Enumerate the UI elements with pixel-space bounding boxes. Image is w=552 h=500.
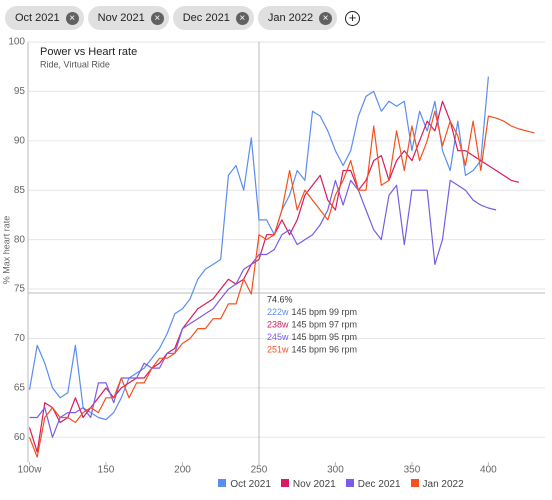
series-line	[29, 179, 497, 438]
tooltip-row: 245w 145 bpm 95 rpm	[267, 332, 357, 342]
legend-label: Jan 2022	[422, 479, 464, 490]
chip-remove[interactable]: ×	[150, 11, 164, 25]
y-tick-label: 95	[14, 86, 26, 97]
legend-swatch	[280, 479, 289, 487]
x-tick-label: 100w	[18, 465, 43, 476]
tooltip-row: 238w 145 bpm 97 rpm	[267, 320, 357, 330]
y-tick-label: 75	[14, 284, 26, 295]
tooltip-power: 238w	[267, 320, 289, 330]
x-tick-label: 350	[404, 465, 421, 476]
legend-label: Nov 2021	[292, 479, 336, 490]
legend-item[interactable]: Nov 2021	[280, 479, 336, 490]
chip-remove[interactable]: ×	[235, 11, 249, 25]
y-tick-label: 65	[14, 383, 26, 394]
y-axis-label: % Max heart rate	[1, 216, 11, 285]
y-tick-label: 80	[14, 234, 26, 245]
series-line	[28, 76, 489, 421]
y-tick-label: 60	[14, 432, 26, 443]
chip-label: Oct 2021	[15, 12, 60, 24]
tooltip-row: 251w 145 bpm 96 rpm	[267, 345, 357, 355]
chip-remove[interactable]: ×	[319, 11, 333, 25]
tooltip-power: 222w	[267, 307, 289, 317]
chip-label: Dec 2021	[182, 12, 230, 24]
series-line	[28, 100, 520, 453]
filter-chip[interactable]: Jan 2022 ×	[257, 6, 338, 30]
y-tick-label: 70	[14, 333, 26, 344]
y-tick-label: 90	[14, 135, 26, 146]
legend-label: Oct 2021	[230, 479, 271, 490]
legend: Oct 2021 Nov 2021 Dec 2021 Jan 2022	[0, 479, 552, 490]
x-tick-label: 300	[327, 465, 344, 476]
filter-chip[interactable]: Dec 2021 ×	[172, 6, 254, 30]
chip-remove[interactable]: ×	[65, 11, 79, 25]
tooltip-detail: 145 bpm 99 rpm	[291, 307, 357, 317]
filter-chip[interactable]: Nov 2021 ×	[87, 6, 169, 30]
y-tick-label: 100	[8, 37, 25, 48]
add-filter-button[interactable]: +	[345, 10, 361, 26]
filter-chips: Oct 2021 × Nov 2021 × Dec 2021 × Jan 2022 × +	[5, 6, 361, 30]
chart-title: Power vs Heart rate	[40, 46, 137, 58]
tooltip-power: 251w	[267, 345, 289, 355]
chart-subtitle: Ride, Virtual Ride	[40, 59, 110, 69]
x-tick-label: 400	[480, 465, 497, 476]
legend-swatch	[218, 479, 227, 487]
tooltip-detail: 145 bpm 97 rpm	[291, 320, 357, 330]
y-tick-label: 85	[14, 185, 26, 196]
series-line	[28, 110, 535, 458]
chip-label: Nov 2021	[97, 12, 145, 24]
tooltip-row: 222w 145 bpm 99 rpm	[267, 307, 357, 317]
legend-item[interactable]: Oct 2021	[218, 479, 271, 490]
tooltip-detail: 145 bpm 96 rpm	[291, 345, 357, 355]
legend-label: Dec 2021	[357, 479, 401, 490]
legend-item[interactable]: Dec 2021	[345, 479, 401, 490]
chip-label: Jan 2022	[267, 12, 314, 24]
legend-swatch	[410, 479, 419, 487]
tooltip-title: 74.6%	[267, 294, 293, 304]
tooltip-power: 245w	[267, 332, 289, 342]
legend-item[interactable]: Jan 2022	[410, 479, 464, 490]
x-tick-label: 200	[174, 465, 191, 476]
filter-chip[interactable]: Oct 2021 ×	[5, 6, 84, 30]
x-tick-label: 150	[98, 465, 115, 476]
tooltip-detail: 145 bpm 95 rpm	[291, 332, 357, 342]
legend-swatch	[345, 479, 354, 487]
x-tick-label: 250	[251, 465, 268, 476]
